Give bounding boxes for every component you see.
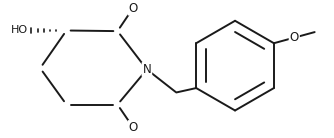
Text: HO: HO: [11, 26, 28, 35]
Text: O: O: [129, 121, 138, 134]
Text: N: N: [143, 63, 151, 76]
Text: O: O: [290, 31, 299, 44]
Text: O: O: [129, 2, 138, 15]
